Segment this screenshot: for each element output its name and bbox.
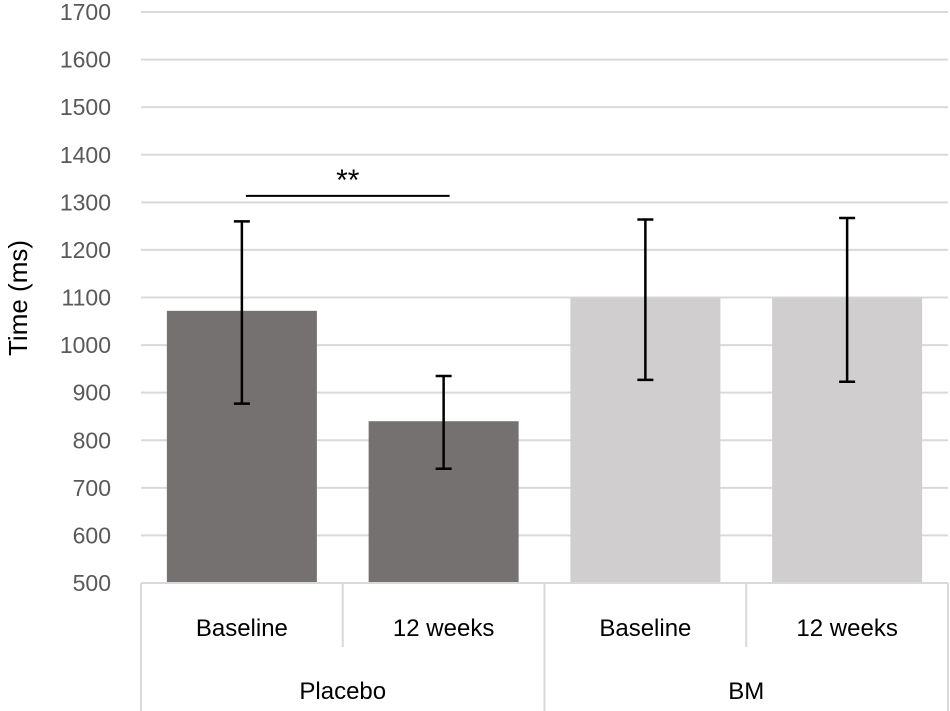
y-tick-label: 600 [73, 522, 111, 548]
y-tick-label: 1300 [60, 189, 111, 215]
error-bar [839, 216, 856, 383]
x-category-label: Baseline [599, 615, 691, 642]
x-axis-categories: Baseline 12 weeks Baseline 12 weeks Placebo B… [140, 582, 949, 711]
y-tick-label: 1000 [60, 332, 111, 358]
y-tick-label: 1100 [62, 285, 111, 311]
y-tick-label: 1700 [60, 0, 111, 25]
significance-label: ** [336, 164, 360, 197]
y-tick-label: 800 [73, 427, 111, 453]
y-tick-label: 900 [73, 380, 111, 406]
y-tick-label: 700 [73, 475, 111, 501]
error-bars [233, 216, 856, 471]
y-tick-label: 500 [73, 570, 111, 596]
y-axis-title: Time (ms) [3, 240, 33, 356]
x-group-label: Placebo [299, 678, 386, 705]
x-category-label: 12 weeks [393, 615, 494, 642]
error-bar [637, 218, 654, 382]
significance-annotation: ** [245, 164, 450, 197]
y-tick-label: 1400 [60, 142, 111, 168]
y-axis-ticks: 500 600 700 800 900 1000 1100 1200 1300 1400 1500 1… [60, 0, 111, 596]
y-tick-label: 1500 [60, 94, 111, 120]
y-tick-label: 1600 [60, 47, 111, 73]
x-category-label: 12 weeks [796, 615, 897, 642]
error-bar [435, 374, 452, 471]
y-tick-label: 1200 [60, 237, 111, 263]
x-group-label: BM [728, 678, 764, 705]
error-bar [233, 220, 250, 405]
x-category-label: Baseline [196, 615, 288, 642]
